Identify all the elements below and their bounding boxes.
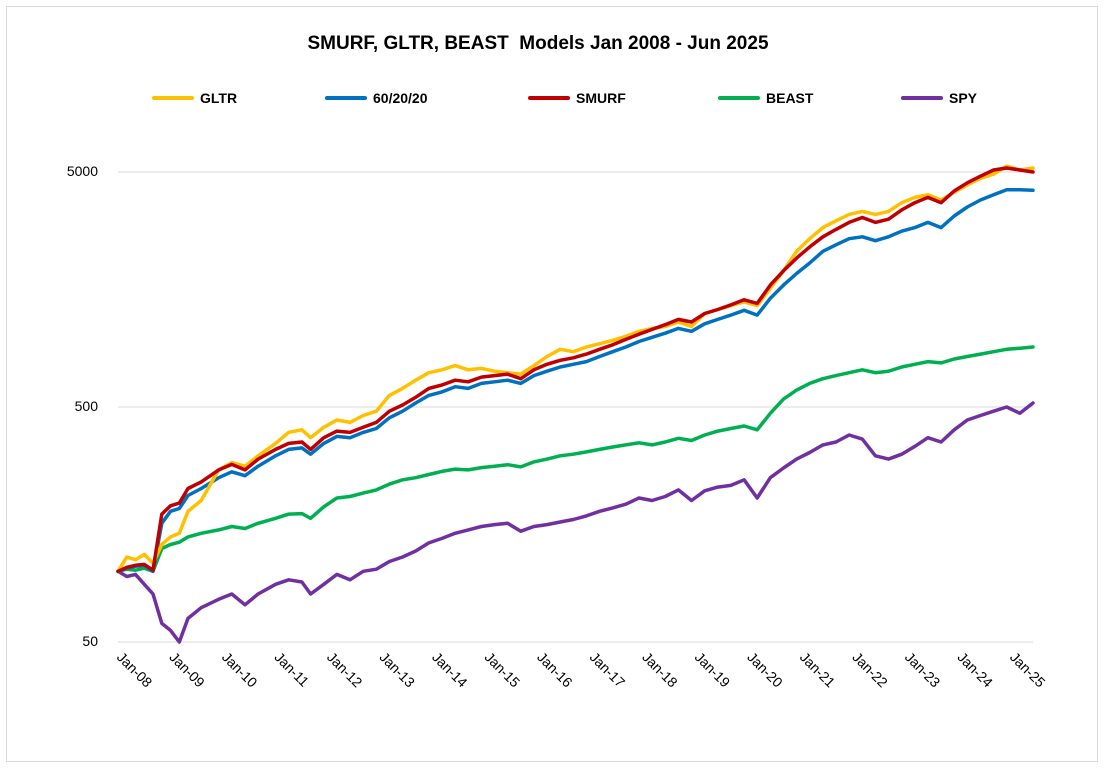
legend-label-beast: BEAST	[766, 90, 814, 106]
series-line-beast	[116, 345, 1035, 574]
x-tick-label: Jan-10	[219, 649, 261, 691]
series-line-spy	[116, 401, 1035, 644]
x-tick-label: Jan-14	[429, 649, 471, 691]
x-tick-label: Jan-21	[797, 649, 839, 691]
x-tick-label: Jan-08	[114, 649, 156, 691]
x-tick-label: Jan-23	[902, 649, 944, 691]
x-tick-label: Jan-09	[166, 649, 208, 691]
x-tick-label: Jan-18	[639, 649, 681, 691]
legend-item-602020: 60/20/20	[325, 88, 428, 108]
legend-item-smurf: SMURF	[528, 88, 626, 108]
y-tick-label: 500	[74, 398, 98, 414]
legend-label-smurf: SMURF	[576, 90, 626, 106]
y-tick-label: 50	[82, 633, 98, 649]
x-tick-label: Jan-11	[271, 649, 312, 690]
legend-swatch-gltr	[152, 96, 194, 100]
series-line-602020	[116, 188, 1035, 574]
x-tick-label: Jan-19	[692, 649, 734, 691]
x-tick-label: Jan-16	[534, 649, 576, 691]
legend-item-beast: BEAST	[718, 88, 813, 108]
chart-title: SMURF, GLTR, BEAST Models Jan 2008 - Jun…	[307, 33, 769, 54]
series-line-gltr	[116, 164, 1035, 574]
x-tick-label: Jan-20	[744, 649, 786, 691]
x-tick-label: Jan-17	[587, 649, 629, 691]
x-tick-label: Jan-24	[954, 649, 996, 691]
legend-swatch-smurf	[528, 96, 570, 100]
legend-swatch-602020	[325, 96, 367, 100]
x-tick-label: Jan-15	[482, 649, 524, 691]
legend-item-spy: SPY	[901, 88, 977, 108]
legend-item-gltr: GLTR	[152, 88, 237, 108]
series-line-smurf	[116, 166, 1035, 574]
legend-label-602020: 60/20/20	[373, 90, 428, 106]
y-tick-label: 5000	[66, 163, 98, 179]
legend-swatch-beast	[718, 96, 760, 100]
x-tick-label: Jan-13	[377, 649, 419, 691]
chart-legend: GLTR 60/20/20 SMURF BEAST SPY	[0, 88, 1104, 108]
x-tick-label: Jan-12	[324, 649, 366, 691]
x-tick-label: Jan-25	[1007, 649, 1049, 691]
legend-label-spy: SPY	[949, 90, 978, 106]
legend-label-gltr: GLTR	[200, 90, 238, 106]
chart-frame	[6, 6, 1098, 762]
legend-swatch-spy	[901, 96, 943, 100]
x-tick-label: Jan-22	[849, 649, 891, 691]
